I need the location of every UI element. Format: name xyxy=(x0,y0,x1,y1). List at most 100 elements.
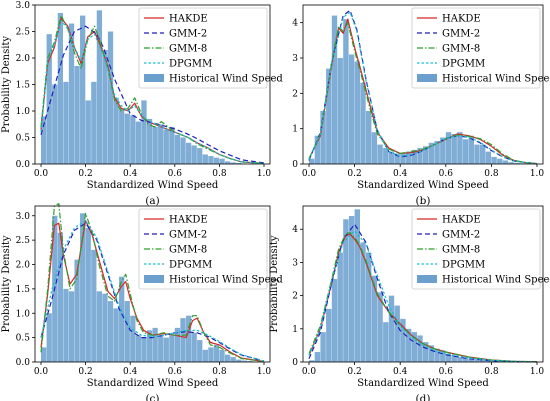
histogram-bar xyxy=(326,308,332,362)
histogram-bar xyxy=(485,151,492,164)
legend-label: GMM-8 xyxy=(169,44,207,55)
panel-label: (b) xyxy=(416,195,431,207)
histogram-bar xyxy=(314,135,321,164)
legend-label: GMM-8 xyxy=(169,245,207,256)
x-axis-label: Standardized Wind Speed xyxy=(87,378,219,389)
histogram-bar xyxy=(434,141,440,164)
histogram-bar xyxy=(440,350,446,362)
histogram-bar xyxy=(41,347,47,362)
histogram-bar xyxy=(224,354,231,362)
histogram-bar xyxy=(360,82,366,164)
x-tick-label: 0.4 xyxy=(123,367,138,377)
legend-label: HAKDE xyxy=(442,14,481,25)
histogram-bar xyxy=(428,142,435,164)
histogram-bar xyxy=(366,252,372,362)
y-tick-label: 2.5 xyxy=(16,28,31,38)
x-tick-label: 0.6 xyxy=(439,367,454,377)
legend-label: DPGMM xyxy=(442,59,485,70)
legend-box xyxy=(411,7,541,89)
histogram-bar xyxy=(119,108,125,164)
histogram-bar xyxy=(354,61,360,164)
y-tick-label: 2.5 xyxy=(16,236,31,246)
histogram-bar xyxy=(197,148,203,164)
histogram-bar xyxy=(320,332,326,362)
histogram-bar xyxy=(113,97,119,164)
histogram-bar xyxy=(63,81,69,164)
histogram-bar xyxy=(405,328,412,362)
histogram-bar xyxy=(91,81,97,164)
y-tick-label: 3.0 xyxy=(16,1,31,11)
histogram-bar xyxy=(63,288,69,362)
histogram-bar xyxy=(388,151,395,164)
x-tick-label: 1.0 xyxy=(530,367,545,377)
histogram-bar xyxy=(491,156,497,164)
plot-frame xyxy=(302,205,544,363)
legend: HAKDE GMM-2 GMM-8 DPGMM Historical Wind Spee… xyxy=(411,208,550,290)
y-tick-label: 4 xyxy=(292,19,298,29)
histogram-bar xyxy=(405,151,412,164)
histogram-bar xyxy=(411,149,417,164)
histogram-bar xyxy=(169,126,175,164)
histogram-bar xyxy=(309,158,315,164)
x-tick-label: 0.6 xyxy=(439,169,454,179)
density-curve-hakde xyxy=(308,18,538,165)
y-tick-label: 0 xyxy=(292,160,298,170)
chart-panel: 0.0 0.2 0.4 0.6 0.8 1.0 0 1 2 3 4 Standardized Wind… xyxy=(292,4,550,207)
histogram-bar xyxy=(474,359,480,362)
panel-label: (a) xyxy=(145,195,159,207)
histogram-bar xyxy=(394,153,400,164)
histogram-bar xyxy=(371,132,378,164)
x-tick-label: 0.2 xyxy=(78,169,92,179)
y-tick-label: 1 xyxy=(292,325,298,335)
histogram-bar xyxy=(236,162,242,164)
y-tick-label: 4 xyxy=(292,225,298,235)
x-tick-label: 0.8 xyxy=(484,367,499,377)
histogram-bar xyxy=(152,327,158,362)
x-axis-label: Standardized Wind Speed xyxy=(357,378,489,389)
histogram-bar xyxy=(451,133,457,164)
legend-swatch-histogram xyxy=(417,74,437,82)
histogram-bar xyxy=(96,10,103,164)
x-tick-label: 0.6 xyxy=(168,367,183,377)
legend-label: DPGMM xyxy=(442,260,485,271)
histogram-bar xyxy=(57,232,63,362)
x-tick-label: 0.6 xyxy=(168,169,183,179)
y-tick-label: 3 xyxy=(292,258,298,268)
x-tick-label: 0.0 xyxy=(302,367,317,377)
histogram-bar xyxy=(202,349,208,362)
density-curve-gmm2 xyxy=(308,223,538,363)
legend-label: GMM-2 xyxy=(442,230,480,241)
histogram-bar xyxy=(202,154,208,164)
x-tick-label: 0.2 xyxy=(78,367,92,377)
histogram-bar xyxy=(502,160,509,164)
histogram-bar xyxy=(394,305,400,362)
histogram-bar xyxy=(141,100,147,164)
histogram-bar xyxy=(309,360,315,362)
histogram-bar xyxy=(423,342,429,362)
legend-label: Historical Wind Speed xyxy=(169,74,283,85)
histogram-bar xyxy=(102,50,108,164)
legend-label: Historical Wind Speed xyxy=(442,74,550,85)
plot-frame xyxy=(302,4,544,165)
legend: HAKDE GMM-2 GMM-8 DPGMM Historical Wind Spee… xyxy=(411,7,550,89)
density-curve-gmm2 xyxy=(40,25,265,164)
histogram-bar xyxy=(219,158,225,164)
y-tick-label: 2.0 xyxy=(16,54,31,64)
legend-label: HAKDE xyxy=(169,14,208,25)
histogram-bar xyxy=(46,34,52,165)
histogram-bar xyxy=(191,145,197,164)
histogram-bar xyxy=(411,332,417,362)
histogram-bar xyxy=(146,118,153,164)
histogram-bar xyxy=(130,115,136,164)
x-tick-label: 0.4 xyxy=(123,169,138,179)
plot-frame xyxy=(34,205,271,363)
histogram-bar xyxy=(400,318,406,362)
histogram-bar xyxy=(174,134,181,164)
histogram-bar xyxy=(457,357,463,362)
y-tick-label: 2.0 xyxy=(16,261,31,271)
histogram-bar xyxy=(85,100,91,164)
legend-box xyxy=(138,208,268,290)
histogram-bar xyxy=(158,335,164,362)
histogram-bar xyxy=(80,15,86,164)
legend-swatch-histogram xyxy=(417,275,437,283)
